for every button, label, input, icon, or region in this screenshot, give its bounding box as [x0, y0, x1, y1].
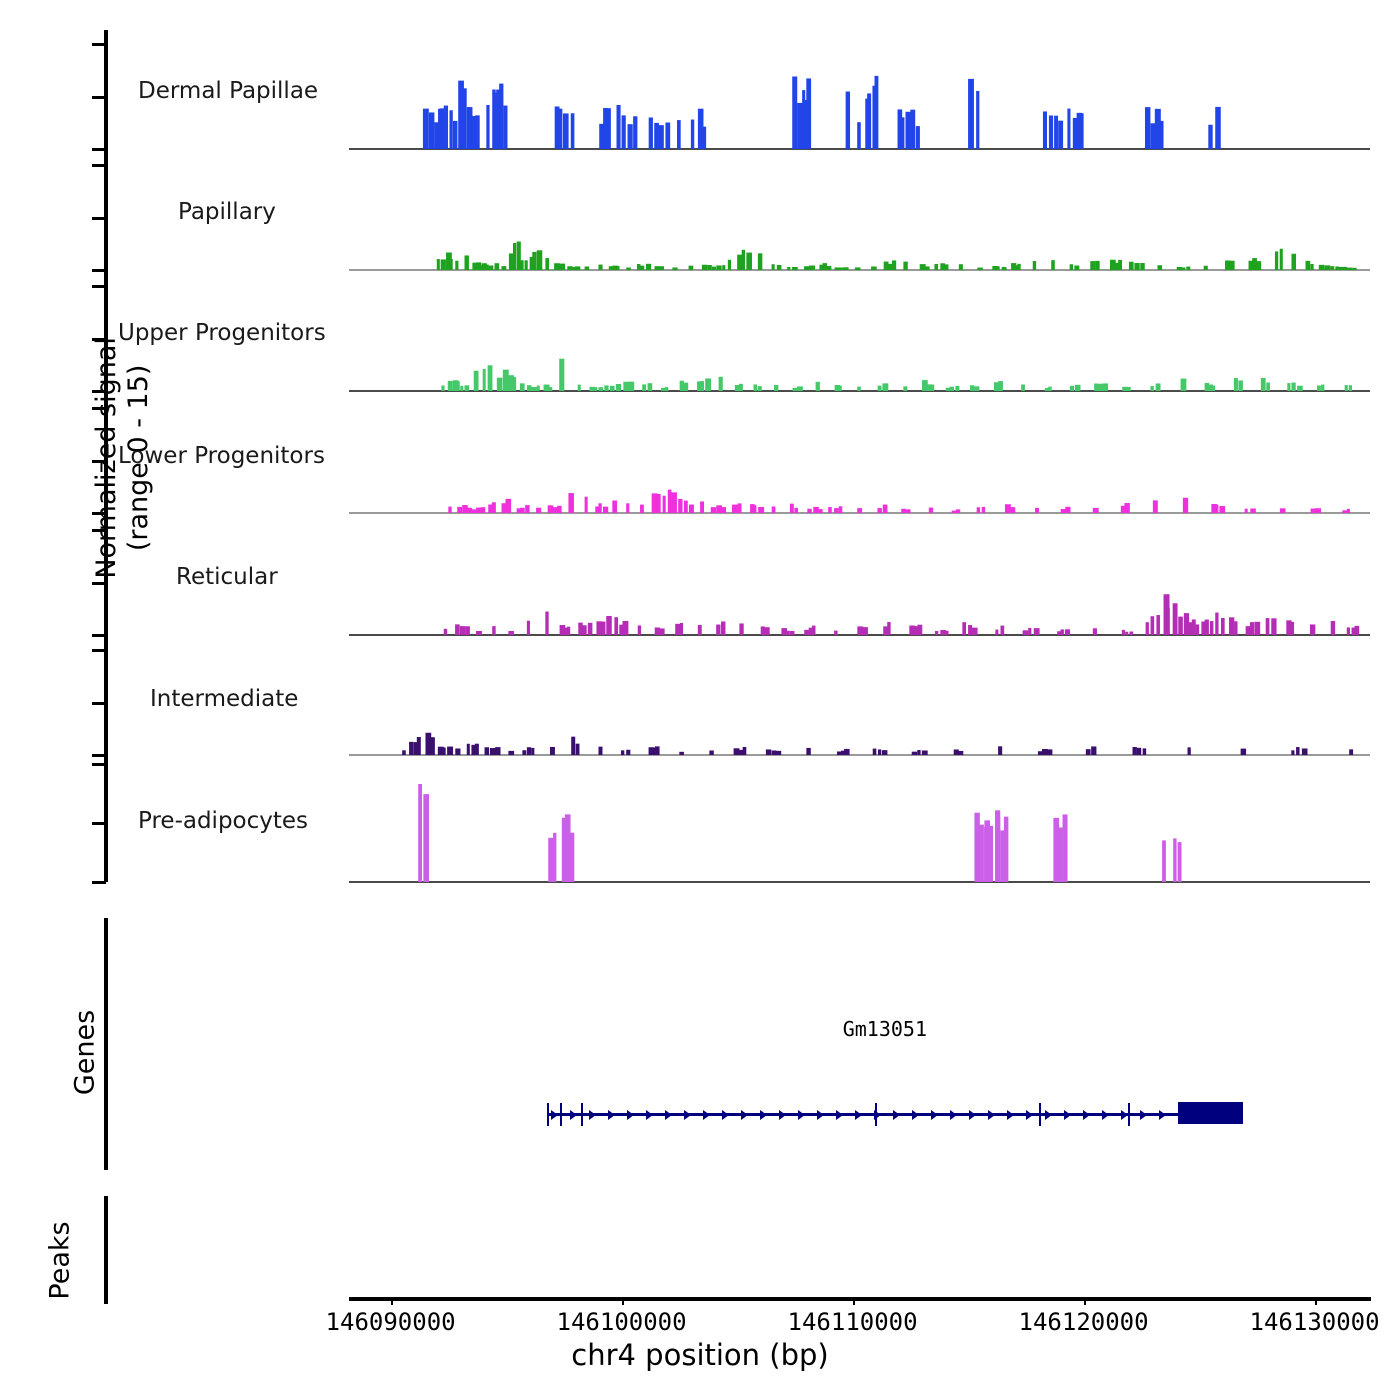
- track-label-reticular: Reticular: [176, 564, 278, 590]
- y-axis-tick: [92, 407, 106, 410]
- gene-strand-arrow-icon: [626, 1109, 634, 1120]
- x-axis-tick-label: 146120000: [1018, 1308, 1149, 1336]
- x-axis-tick-label: 146100000: [556, 1308, 687, 1336]
- peaks-axis-spine: [104, 1196, 108, 1304]
- y-axis-tick: [92, 459, 106, 463]
- gene-exon-block[interactable]: [1178, 1102, 1243, 1124]
- x-axis-tick: [621, 1297, 624, 1305]
- gene-strand-arrow-icon: [1101, 1109, 1109, 1120]
- signal-profile-lower-progenitors: [448, 489, 1350, 513]
- gene-strand-arrow-icon: [778, 1109, 786, 1120]
- signal-profile-upper-progenitors: [441, 358, 1352, 391]
- signal-profile-papillary: [436, 241, 1357, 270]
- track-baseline: [349, 881, 1370, 883]
- gene-strand-arrow-icon: [892, 1109, 900, 1120]
- y-axis-tick: [92, 649, 106, 652]
- gene-strand-arrow-icon: [968, 1109, 976, 1120]
- track-label-dermal-papillae: Dermal Papillae: [138, 78, 319, 104]
- track-label-intermediate: Intermediate: [150, 686, 299, 712]
- y-axis-tick: [92, 337, 106, 341]
- y-axis-tick: [92, 754, 106, 757]
- y-axis-tick: [92, 581, 106, 585]
- y-axis-tick: [92, 43, 106, 46]
- gene-strand-arrow-icon: [550, 1109, 558, 1120]
- gene-strand-arrow-icon: [835, 1109, 843, 1120]
- signal-profile-pre-adipocytes: [418, 784, 1182, 882]
- gene-strand-arrow-icon: [987, 1109, 995, 1120]
- y-axis-genes-title: Genes: [69, 1009, 101, 1096]
- signal-profile-reticular: [443, 594, 1360, 635]
- y-axis-tick: [92, 822, 106, 825]
- x-axis-tick: [1314, 1297, 1317, 1305]
- gene-strand-arrow-icon: [911, 1109, 919, 1120]
- y-axis-tick: [92, 148, 106, 151]
- x-axis-tick: [390, 1297, 393, 1305]
- y-axis-peaks-title: Peaks: [44, 1221, 76, 1300]
- gene-strand-arrow-icon: [797, 1109, 805, 1120]
- track-label-lower-progenitors: Lower Progenitors: [118, 443, 325, 469]
- y-axis-tick: [92, 763, 106, 766]
- gene-feature-tick: [546, 1103, 549, 1126]
- y-axis-tick: [92, 512, 106, 515]
- y-axis-tick: [92, 390, 106, 393]
- gene-strand-arrow-icon: [1025, 1109, 1033, 1120]
- gene-strand-arrow-icon: [816, 1109, 824, 1120]
- track-label-pre-adipocytes: Pre-adipocytes: [138, 808, 309, 834]
- x-axis-line: [349, 1297, 1371, 1301]
- gene-strand-arrow-icon: [854, 1109, 862, 1120]
- gene-strand-arrow-icon: [930, 1109, 938, 1120]
- gene-strand-arrow-icon: [1158, 1109, 1166, 1120]
- gene-strand-arrow-icon: [569, 1109, 577, 1120]
- gene-strand-arrow-icon: [1120, 1109, 1128, 1120]
- track-label-papillary: Papillary: [178, 199, 276, 225]
- x-axis-title: chr4 position (bp): [571, 1338, 829, 1372]
- gene-feature-tick: [875, 1103, 878, 1126]
- gene-strand-arrow-icon: [607, 1109, 615, 1120]
- gene-strand-arrow-icon: [740, 1109, 748, 1120]
- gene-feature-tick: [581, 1103, 584, 1126]
- y-axis-tick: [92, 529, 106, 532]
- x-axis-tick: [1083, 1297, 1086, 1305]
- gene-strand-arrow-icon: [1082, 1109, 1090, 1120]
- gene-strand-arrow-icon: [683, 1109, 691, 1120]
- y-axis-tick: [92, 164, 106, 167]
- genes-axis-spine: [104, 918, 108, 1170]
- signal-profile-dermal-papillae: [422, 75, 1221, 149]
- x-axis-tick-label: 146110000: [787, 1308, 918, 1336]
- y-axis-tick: [92, 881, 106, 884]
- gene-strand-arrow-icon: [1139, 1109, 1147, 1120]
- gene-strand-arrow-icon: [949, 1109, 957, 1120]
- gene-strand-arrow-icon: [721, 1109, 729, 1120]
- y-axis-tick: [92, 634, 106, 637]
- signal-axis-spine: [104, 30, 108, 882]
- gene-intron-line: [546, 1113, 1179, 1116]
- x-axis-tick-label: 146090000: [325, 1308, 456, 1336]
- gene-strand-arrow-icon: [664, 1109, 672, 1120]
- gene-strand-arrow-icon: [759, 1109, 767, 1120]
- gene-strand-arrow-icon: [1063, 1109, 1071, 1120]
- gene-strand-arrow-icon: [1006, 1109, 1014, 1120]
- y-axis-tick: [92, 95, 106, 99]
- y-axis-tick: [92, 216, 106, 220]
- track-label-upper-progenitors: Upper Progenitors: [118, 320, 326, 346]
- y-axis-tick: [92, 285, 106, 288]
- signal-profile-intermediate: [402, 732, 1354, 755]
- gene-feature-tick: [1039, 1103, 1042, 1126]
- gene-feature-tick: [1127, 1103, 1130, 1126]
- x-axis-tick-label: 146130000: [1249, 1308, 1380, 1336]
- x-axis-tick: [852, 1297, 855, 1305]
- y-axis-tick: [92, 269, 106, 272]
- gene-strand-arrow-icon: [1044, 1109, 1052, 1120]
- gene-strand-arrow-icon: [588, 1109, 596, 1120]
- gene-strand-arrow-icon: [645, 1109, 653, 1120]
- gene-feature-tick: [560, 1103, 563, 1126]
- track-baseline: [349, 754, 1370, 756]
- gene-label[interactable]: Gm13051: [842, 1017, 928, 1041]
- gene-strand-arrow-icon: [702, 1109, 710, 1120]
- y-axis-tick: [92, 701, 106, 705]
